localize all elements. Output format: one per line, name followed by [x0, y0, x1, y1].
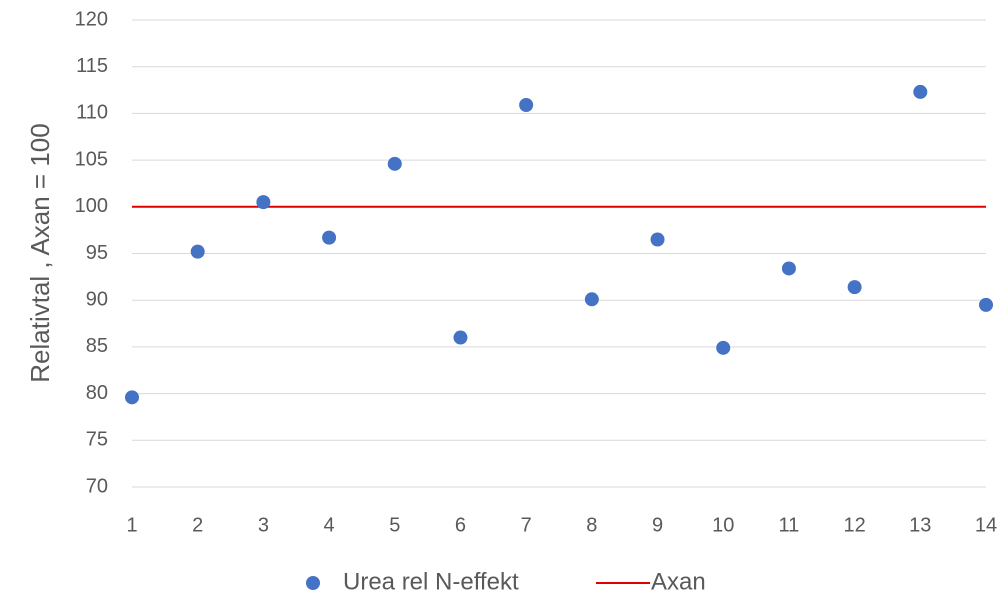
- data-point: [125, 390, 139, 405]
- y-tick-label: 70: [86, 475, 108, 497]
- y-tick-label: 80: [86, 382, 108, 404]
- legend-label-urea: Urea rel N-effekt: [343, 568, 519, 595]
- legend-marker-urea: [306, 576, 320, 590]
- x-tick-label: 14: [975, 514, 997, 536]
- x-tick-label: 6: [455, 514, 466, 536]
- y-tick-label: 115: [76, 55, 108, 77]
- x-tick-label: 11: [779, 514, 800, 536]
- x-tick-label: 8: [586, 514, 597, 536]
- y-tick-label: 110: [76, 102, 108, 124]
- y-axis-ticks: 70 75 80 85 90 95 100 105 110 115 120: [75, 8, 108, 497]
- data-point: [913, 84, 928, 99]
- data-point: [650, 232, 665, 247]
- legend: Urea rel N-effekt Axan: [306, 568, 706, 595]
- data-point: [256, 195, 271, 210]
- x-tick-label: 7: [521, 514, 532, 536]
- y-tick-label: 105: [75, 148, 108, 170]
- data-point: [190, 244, 205, 259]
- x-tick-label: 12: [843, 514, 865, 536]
- x-tick-label: 4: [324, 514, 335, 536]
- legend-label-axan: Axan: [651, 568, 706, 595]
- data-point: [781, 261, 796, 276]
- data-point: [322, 230, 337, 245]
- y-tick-label: 120: [75, 8, 108, 30]
- y-tick-label: 85: [86, 335, 108, 357]
- data-points: [125, 84, 993, 405]
- data-point: [453, 330, 468, 345]
- y-tick-label: 95: [86, 242, 108, 264]
- data-point: [519, 97, 534, 112]
- gridlines: [132, 19, 986, 488]
- data-point: [979, 297, 993, 312]
- x-tick-label: 10: [712, 514, 734, 536]
- data-point: [716, 340, 731, 355]
- data-point: [847, 280, 862, 295]
- data-point: [584, 292, 599, 307]
- x-tick-label: 9: [652, 514, 663, 536]
- x-tick-label: 3: [258, 514, 269, 536]
- x-tick-label: 2: [192, 514, 203, 536]
- x-axis-ticks: 1 2 3 4 5 6 7 8 9 10 11 12 13 14: [126, 514, 997, 536]
- y-tick-label: 90: [86, 288, 108, 310]
- y-axis-title: Relativtal , Axan = 100: [25, 123, 55, 382]
- x-tick-label: 5: [389, 514, 400, 536]
- x-tick-label: 1: [126, 514, 137, 536]
- x-tick-label: 13: [909, 514, 931, 536]
- data-point: [387, 156, 402, 171]
- y-tick-label: 75: [86, 429, 108, 451]
- y-tick-label: 100: [75, 195, 108, 217]
